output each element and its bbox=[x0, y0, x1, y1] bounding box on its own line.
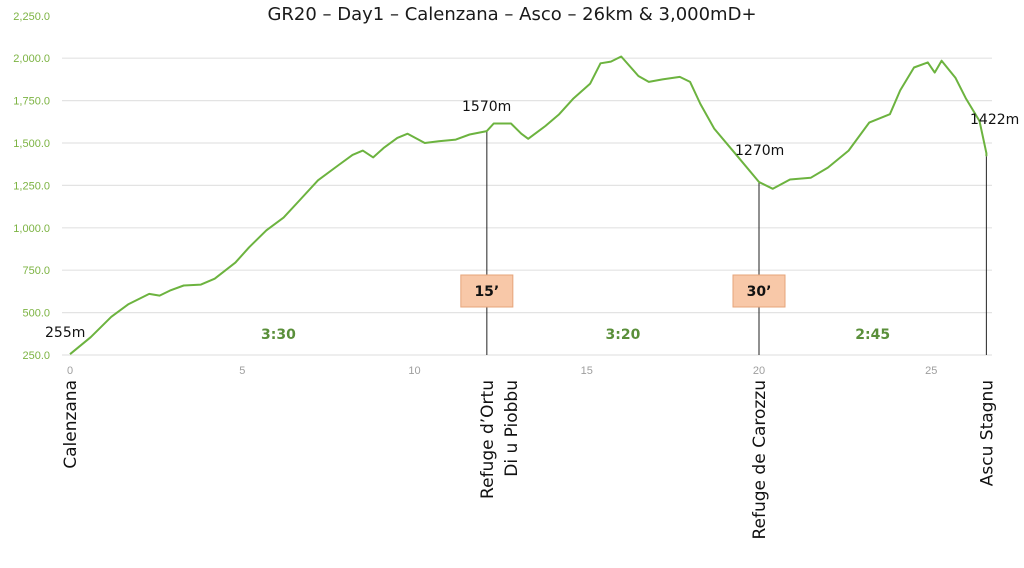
rest-stop-duration: 15’ bbox=[474, 284, 499, 300]
place-label: Calenzana bbox=[61, 380, 81, 469]
y-tick-label: 2,250.0 bbox=[13, 11, 50, 23]
segment-duration: 3:30 bbox=[261, 327, 296, 343]
gridlines bbox=[62, 57, 992, 356]
elevation-label: 1270m bbox=[735, 143, 784, 159]
rest-stop-duration: 30’ bbox=[747, 284, 772, 300]
y-tick-label: 1,250.0 bbox=[13, 180, 50, 192]
y-tick-label: 1,500.0 bbox=[13, 138, 50, 150]
y-tick-label: 2,000.0 bbox=[13, 53, 50, 65]
place-label-line2: Di u Piobbu bbox=[502, 380, 522, 477]
x-tick-label: 20 bbox=[753, 365, 765, 377]
y-axis-ticks: 250.0 500.0 750.0 1,000.0 1,250.0 1,500.0 1,75… bbox=[13, 11, 50, 362]
segment-duration: 2:45 bbox=[855, 327, 890, 343]
x-tick-label: 5 bbox=[239, 365, 245, 377]
y-tick-label: 250.0 bbox=[22, 350, 50, 362]
x-tick-label: 25 bbox=[925, 365, 937, 377]
y-tick-label: 1,000.0 bbox=[13, 223, 50, 235]
segment-duration: 3:20 bbox=[606, 327, 641, 343]
x-tick-label: 10 bbox=[408, 365, 420, 377]
elevation-label: 255m bbox=[45, 325, 85, 341]
elevation-label: 1570m bbox=[462, 99, 511, 115]
y-tick-label: 1,750.0 bbox=[13, 96, 50, 108]
place-label: Refuge de Carozzu bbox=[750, 380, 770, 540]
elevation-label: 1422m bbox=[970, 112, 1019, 128]
y-tick-label: 750.0 bbox=[22, 265, 50, 277]
place-label: Ascu Stagnu bbox=[977, 380, 997, 486]
x-tick-label: 15 bbox=[581, 365, 593, 377]
x-tick-label: 0 bbox=[67, 365, 73, 377]
annotations: 255m 1570m 1270m 1422m 3:30 3:20 2:45 15’ 30’ bbox=[45, 99, 1019, 343]
x-axis-ticks: 0 5 10 15 20 25 bbox=[67, 365, 937, 377]
place-labels: Calenzana Refuge d’Ortu Di u Piobbu Refuge … bbox=[61, 380, 997, 540]
place-label: Refuge d’Ortu bbox=[478, 380, 498, 499]
waypoint-markers bbox=[486, 131, 987, 355]
elevation-profile-line bbox=[69, 55, 988, 355]
rest-stop-box bbox=[460, 274, 514, 308]
rest-stop-box bbox=[732, 274, 786, 308]
y-tick-label: 500.0 bbox=[22, 308, 50, 320]
chart-title: GR20 – Day1 – Calenzana – Asco – 26km & … bbox=[267, 4, 757, 25]
